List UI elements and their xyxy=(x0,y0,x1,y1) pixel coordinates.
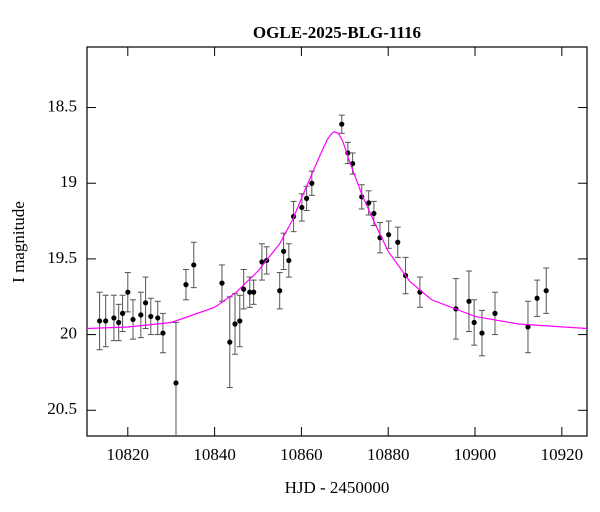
data-point xyxy=(534,295,540,301)
data-point xyxy=(492,310,498,316)
x-tick-label: 10880 xyxy=(367,445,410,464)
x-tick-label: 10860 xyxy=(280,445,323,464)
data-point xyxy=(371,210,377,217)
data-point xyxy=(96,318,103,324)
data-point xyxy=(130,316,136,323)
data-point xyxy=(183,282,189,288)
data-point xyxy=(543,288,549,294)
data-point xyxy=(286,257,292,264)
x-axis-label: HJD - 2450000 xyxy=(285,478,390,497)
data-point xyxy=(471,319,477,326)
data-point xyxy=(479,330,485,336)
model-curve xyxy=(87,131,587,330)
data-point xyxy=(173,380,179,386)
data-point xyxy=(227,339,233,345)
data-point xyxy=(309,180,315,186)
chart-title: OGLE-2025-BLG-1116 xyxy=(253,23,421,42)
data-point xyxy=(142,300,149,306)
data-point xyxy=(304,195,310,201)
data-point xyxy=(339,121,345,127)
y-tick-label: 20 xyxy=(60,323,77,342)
data-point xyxy=(395,239,401,245)
data-point xyxy=(191,262,197,268)
data-point xyxy=(125,289,131,295)
y-tick-label: 19 xyxy=(60,172,77,191)
data-point xyxy=(119,310,126,316)
data-point xyxy=(386,232,392,238)
data-point xyxy=(366,200,372,206)
data-point xyxy=(251,289,257,295)
plot-frame xyxy=(86,46,588,437)
x-tick-label: 10820 xyxy=(107,445,150,464)
data-point xyxy=(466,298,472,304)
data-point xyxy=(277,288,283,294)
data-point xyxy=(219,280,225,286)
x-tick-label: 10840 xyxy=(193,445,236,464)
data-point xyxy=(237,318,243,324)
data-point xyxy=(525,324,531,330)
data-point xyxy=(160,330,166,336)
plot-area xyxy=(87,114,587,436)
data-point xyxy=(111,315,117,321)
data-point xyxy=(232,321,238,327)
y-axis-label: I magnitude xyxy=(9,201,28,283)
data-point xyxy=(281,248,287,254)
data-point xyxy=(138,312,144,318)
data-point xyxy=(299,204,305,211)
y-tick-label: 20.5 xyxy=(47,399,77,418)
data-point xyxy=(155,315,161,321)
data-point xyxy=(247,289,253,295)
y-tick-label: 19.5 xyxy=(47,248,77,267)
data-point xyxy=(103,318,109,324)
x-tick-label: 10920 xyxy=(541,445,584,464)
data-point xyxy=(148,313,154,320)
y-tick-label: 18.5 xyxy=(47,96,77,115)
data-point xyxy=(259,259,265,265)
x-tick-label: 10900 xyxy=(454,445,497,464)
data-point xyxy=(116,319,122,326)
data-point xyxy=(241,286,247,292)
